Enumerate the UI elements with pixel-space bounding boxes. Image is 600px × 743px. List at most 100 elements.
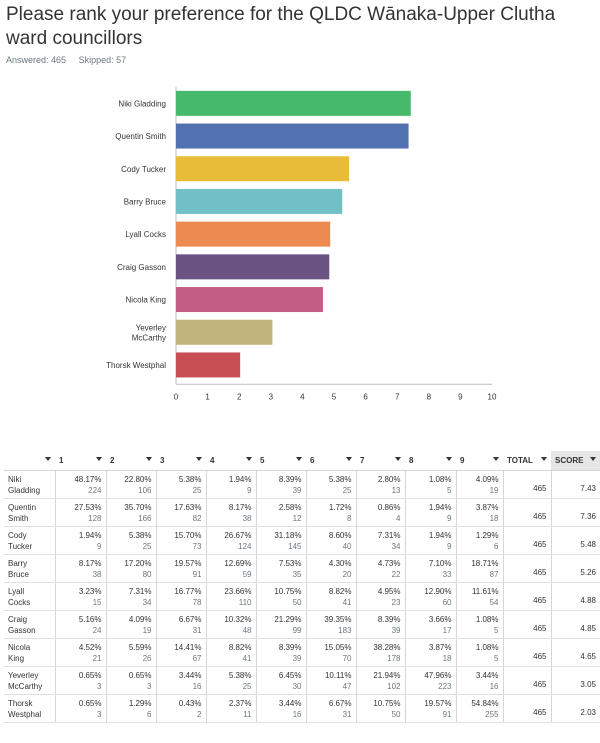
header-name-col[interactable] — [4, 451, 55, 471]
row-name: Thorsk Westphal — [4, 694, 55, 723]
sort-arrow-icon[interactable] — [493, 457, 499, 461]
table-row: Niki Gladding 48.17% 224 22.80% 106 5.38% 25 1.9… — [4, 470, 600, 499]
rank-cell: 5.38% 25 — [205, 666, 256, 695]
skipped-count: Skipped: 57 — [78, 55, 127, 65]
rank-cell: 5.16% 24 — [54, 610, 106, 639]
rank-cell: 7.31% 34 — [105, 582, 156, 611]
rank-cell: 8.39% 39 — [255, 638, 306, 667]
header-col-3[interactable]: 3 — [156, 451, 206, 471]
rank-cell: 5.38% 25 — [105, 526, 156, 555]
sort-arrow-icon[interactable] — [446, 457, 452, 461]
x-tick-label: 3 — [269, 392, 274, 401]
rank-cell: 8.17% 38 — [205, 498, 256, 527]
sort-arrow-icon[interactable] — [395, 457, 401, 461]
sort-arrow-icon[interactable] — [590, 457, 596, 461]
rank-cell: 1.08% 5 — [455, 638, 503, 667]
rank-cell: 4.09% 19 — [455, 470, 503, 499]
row-name: Lyall Cocks — [4, 582, 55, 611]
score-cell: 4.65 — [550, 638, 600, 667]
rank-cell: 19.57% 91 — [155, 554, 206, 583]
header-col-total[interactable]: TOTAL — [503, 451, 551, 471]
rank-cell: 4.30% 20 — [305, 554, 356, 583]
header-col-7[interactable]: 7 — [356, 451, 405, 471]
sort-arrow-icon[interactable] — [246, 457, 252, 461]
rank-cell: 8.17% 38 — [54, 554, 106, 583]
sort-arrow-icon[interactable] — [45, 457, 51, 461]
rank-cell: 12.69% 59 — [205, 554, 256, 583]
rank-cell: 15.70% 73 — [155, 526, 206, 555]
bar-3 — [176, 156, 350, 182]
rank-cell: 18.71% 87 — [455, 554, 503, 583]
question-title: Please rank your preference for the QLDC… — [6, 4, 556, 49]
rank-cell: 16.77% 78 — [155, 582, 206, 611]
rank-cell: 1.29% 6 — [105, 694, 156, 723]
category-label: Nicola King — [126, 296, 166, 305]
rank-cell: 2.37% 11 — [205, 694, 256, 723]
rank-cell: 4.52% 21 — [54, 638, 106, 667]
table-row: Lyall Cocks 3.23% 15 7.31% 34 16.77% 78 23.66% 11… — [4, 582, 600, 611]
rank-cell: 10.75% 50 — [255, 582, 306, 611]
rank-cell: 5.38% 25 — [155, 470, 206, 499]
ranking-table: 1 2 3 4 5 6 7 8 9 TOTAL SCORE Niki Gladding 48.17% 22… — [4, 451, 600, 723]
category-label: Yeverley McCarthy — [132, 323, 166, 342]
header-col-2[interactable]: 2 — [106, 451, 156, 471]
rank-cell: 39.35% 183 — [305, 610, 356, 639]
sort-arrow-icon[interactable] — [296, 457, 302, 461]
header-col-5[interactable]: 5 — [256, 451, 306, 471]
header-col-9[interactable]: 9 — [456, 451, 503, 471]
header-col-8[interactable]: 8 — [405, 451, 456, 471]
score-cell: 7.36 — [550, 498, 600, 527]
rank-cell: 1.08% 5 — [404, 470, 456, 499]
rank-cell: 6.45% 30 — [255, 666, 306, 695]
header-col-6[interactable]: 6 — [306, 451, 356, 471]
header-col-4[interactable]: 4 — [206, 451, 256, 471]
row-name: Barry Bruce — [4, 554, 55, 583]
score-cell: 7.43 — [550, 470, 600, 499]
sort-arrow-icon[interactable] — [146, 457, 152, 461]
rank-cell: 21.29% 99 — [255, 610, 306, 639]
rank-cell: 2.58% 12 — [255, 498, 306, 527]
total-cell: 465 — [502, 498, 551, 527]
rank-cell: 1.29% 6 — [455, 526, 503, 555]
bar-9 — [176, 352, 241, 378]
rank-cell: 8.39% 39 — [255, 470, 306, 499]
rank-cell: 5.38% 25 — [305, 470, 356, 499]
sort-arrow-icon[interactable] — [196, 457, 202, 461]
score-cell: 3.05 — [550, 666, 600, 695]
rank-cell: 3.87% 18 — [404, 638, 456, 667]
x-tick-label: 9 — [458, 392, 463, 401]
x-tick-label: 6 — [363, 392, 368, 401]
rank-cell: 15.05% 70 — [305, 638, 356, 667]
x-tick-label: 7 — [395, 392, 400, 401]
category-label: Craig Gasson — [117, 263, 166, 272]
rank-cell: 1.94% 9 — [404, 526, 456, 555]
rank-cell: 0.86% 4 — [355, 498, 405, 527]
rank-cell: 23.66% 110 — [205, 582, 256, 611]
table-row: Thorsk Westphal 0.65% 3 1.29% 6 0.43% 2 2.37% 11 3… — [4, 694, 600, 723]
category-label: Lyall Cocks — [125, 230, 166, 239]
rank-cell: 8.39% 39 — [355, 610, 405, 639]
rank-cell: 6.67% 31 — [305, 694, 356, 723]
header-col-score[interactable]: SCORE — [551, 451, 600, 471]
rank-cell: 21.94% 102 — [355, 666, 405, 695]
bar-4 — [176, 188, 343, 214]
total-cell: 465 — [502, 526, 551, 555]
rank-cell: 4.09% 19 — [105, 610, 156, 639]
rank-cell: 8.82% 41 — [205, 638, 256, 667]
rank-cell: 5.59% 26 — [105, 638, 156, 667]
header-col-1[interactable]: 1 — [55, 451, 106, 471]
row-name: Quentin Smith — [4, 498, 55, 527]
rank-cell: 35.70% 166 — [105, 498, 156, 527]
row-name: Yeverley McCarthy — [4, 666, 55, 695]
rank-cell: 17.20% 80 — [105, 554, 156, 583]
sort-arrow-icon[interactable] — [96, 457, 102, 461]
rank-cell: 27.53% 128 — [54, 498, 106, 527]
rank-cell: 10.11% 47 — [305, 666, 356, 695]
sort-arrow-icon[interactable] — [541, 457, 547, 461]
row-name: Niki Gladding — [4, 470, 55, 499]
rank-cell: 17.63% 82 — [155, 498, 206, 527]
total-cell: 465 — [502, 638, 551, 667]
rank-cell: 11.61% 54 — [455, 582, 503, 611]
x-tick-label: 4 — [300, 392, 305, 401]
sort-arrow-icon[interactable] — [346, 457, 352, 461]
